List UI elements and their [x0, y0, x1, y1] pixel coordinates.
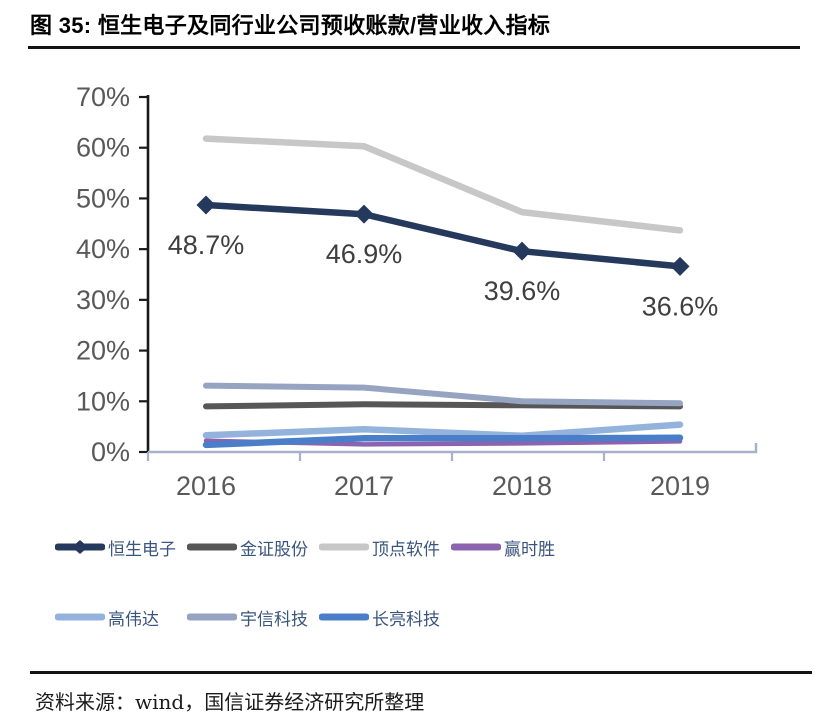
y-tick-label: 70% [76, 82, 130, 112]
x-tick-label: 2018 [492, 471, 552, 501]
series-line-高伟达 [202, 421, 684, 440]
legend-line-swatch [319, 543, 369, 551]
legend-line-swatch [451, 543, 501, 551]
x-tick-label: 2019 [650, 471, 710, 501]
legend-row: 恒生电子 金证股份 顶点软件 赢时胜 [0, 533, 824, 561]
series-marker-恒生电子 [354, 204, 374, 224]
legend-row: 高伟达 宇信科技 长亮科技 [0, 603, 824, 631]
footer-rule [30, 671, 812, 674]
series-marker-恒生电子 [512, 241, 532, 261]
y-tick-label: 40% [76, 234, 130, 264]
y-tick-label: 0% [91, 437, 130, 467]
y-tick-label: 50% [76, 183, 130, 213]
legend-label: 恒生电子 [108, 539, 176, 560]
legend-item-顶点软件: 顶点软件 [319, 535, 451, 560]
legend-item-长亮科技: 长亮科技 [319, 605, 451, 630]
legend-item-高伟达: 高伟达 [55, 605, 187, 630]
figure-title: 图 35: 恒生电子及同行业公司预收账款/营业收入指标 [30, 13, 551, 38]
data-label: 46.9% [326, 239, 403, 269]
legend-label: 高伟达 [108, 609, 159, 630]
legend-label: 宇信科技 [240, 609, 308, 630]
y-tick-label: 20% [76, 336, 130, 366]
legend-line-swatch [55, 613, 105, 621]
legend-item-恒生电子: 恒生电子 [55, 535, 187, 560]
data-label: 36.6% [642, 291, 719, 321]
series-line-顶点软件 [202, 135, 684, 234]
y-tick-label: 60% [76, 133, 130, 163]
legend-label: 赢时胜 [504, 539, 555, 560]
data-label: 48.7% [168, 230, 245, 260]
legend-line-swatch [187, 543, 237, 551]
legend-item-金证股份: 金证股份 [187, 535, 319, 560]
legend-label: 顶点软件 [372, 539, 440, 560]
series-marker-恒生电子 [196, 195, 216, 215]
series-line-金证股份 [203, 401, 683, 410]
series-marker-恒生电子 [670, 256, 690, 276]
legend-item-宇信科技: 宇信科技 [187, 605, 319, 630]
legend-item-赢时胜: 赢时胜 [451, 535, 583, 560]
y-tick-label: 10% [76, 386, 130, 416]
chart-legend: 恒生电子 金证股份 顶点软件 赢时胜高伟达 宇信科技 长亮科技 [0, 533, 824, 673]
series-line-恒生电子 [202, 201, 684, 270]
series-line-宇信科技 [203, 382, 683, 407]
legend-line-swatch [187, 613, 237, 621]
x-tick-label: 2017 [334, 471, 394, 501]
x-axis-line [148, 443, 758, 454]
legend-label: 长亮科技 [372, 609, 440, 630]
title-rule [28, 46, 800, 49]
y-tick-label: 30% [76, 285, 130, 315]
line-chart: 70% 60% 50% 40% 30% 20% 10% 0% 2016 2017 2018 2019 4… [76, 82, 758, 501]
data-label: 39.6% [484, 276, 561, 306]
legend-line-swatch [319, 613, 369, 621]
series-line-长亮科技 [202, 434, 684, 449]
x-tick-label: 2016 [176, 471, 236, 501]
legend-line-swatch [55, 540, 105, 554]
legend-label: 金证股份 [240, 539, 308, 560]
source-text: 资料来源：wind，国信证券经济研究所整理 [35, 690, 425, 714]
